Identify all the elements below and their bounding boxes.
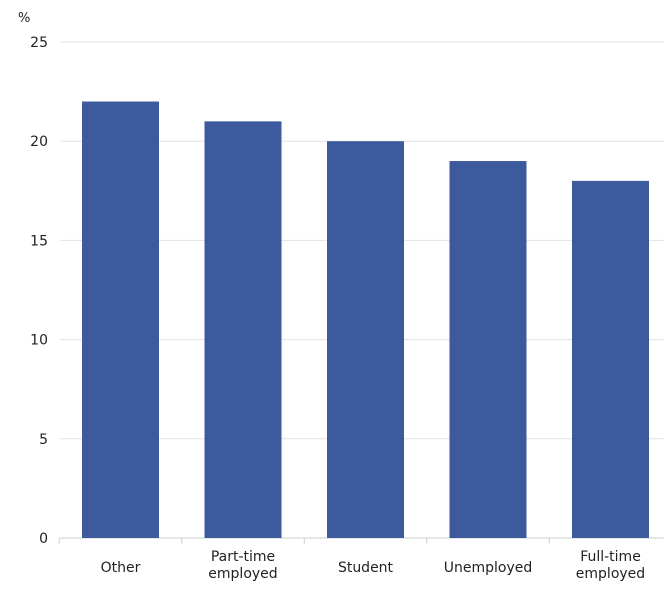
bar-other — [82, 101, 159, 539]
y-axis-unit-label: % — [18, 11, 30, 26]
y-axis-ticks: 0 5 10 15 20 25 — [30, 35, 48, 547]
y-tick-label: 5 — [39, 432, 48, 448]
x-tick-label: Full-time — [580, 549, 641, 565]
x-tick-label: Student — [338, 560, 394, 576]
y-tick-label: 20 — [30, 134, 48, 150]
y-tick-label: 0 — [39, 531, 48, 547]
bar-unemployed — [449, 161, 527, 539]
y-tick-label: 15 — [30, 233, 48, 249]
y-tick-label: 10 — [30, 333, 48, 349]
x-tick-label: employed — [208, 566, 277, 582]
x-tick-label: Part-time — [211, 549, 275, 565]
bar-part-time-employed — [204, 121, 282, 539]
y-tick-label: 25 — [30, 35, 48, 51]
bar-full-time-employed — [572, 180, 649, 538]
bar-student — [327, 141, 404, 538]
bars — [82, 101, 649, 539]
x-tick-label: Unemployed — [444, 560, 533, 576]
x-tick-label: employed — [576, 566, 645, 582]
x-tick-label: Other — [101, 560, 141, 576]
